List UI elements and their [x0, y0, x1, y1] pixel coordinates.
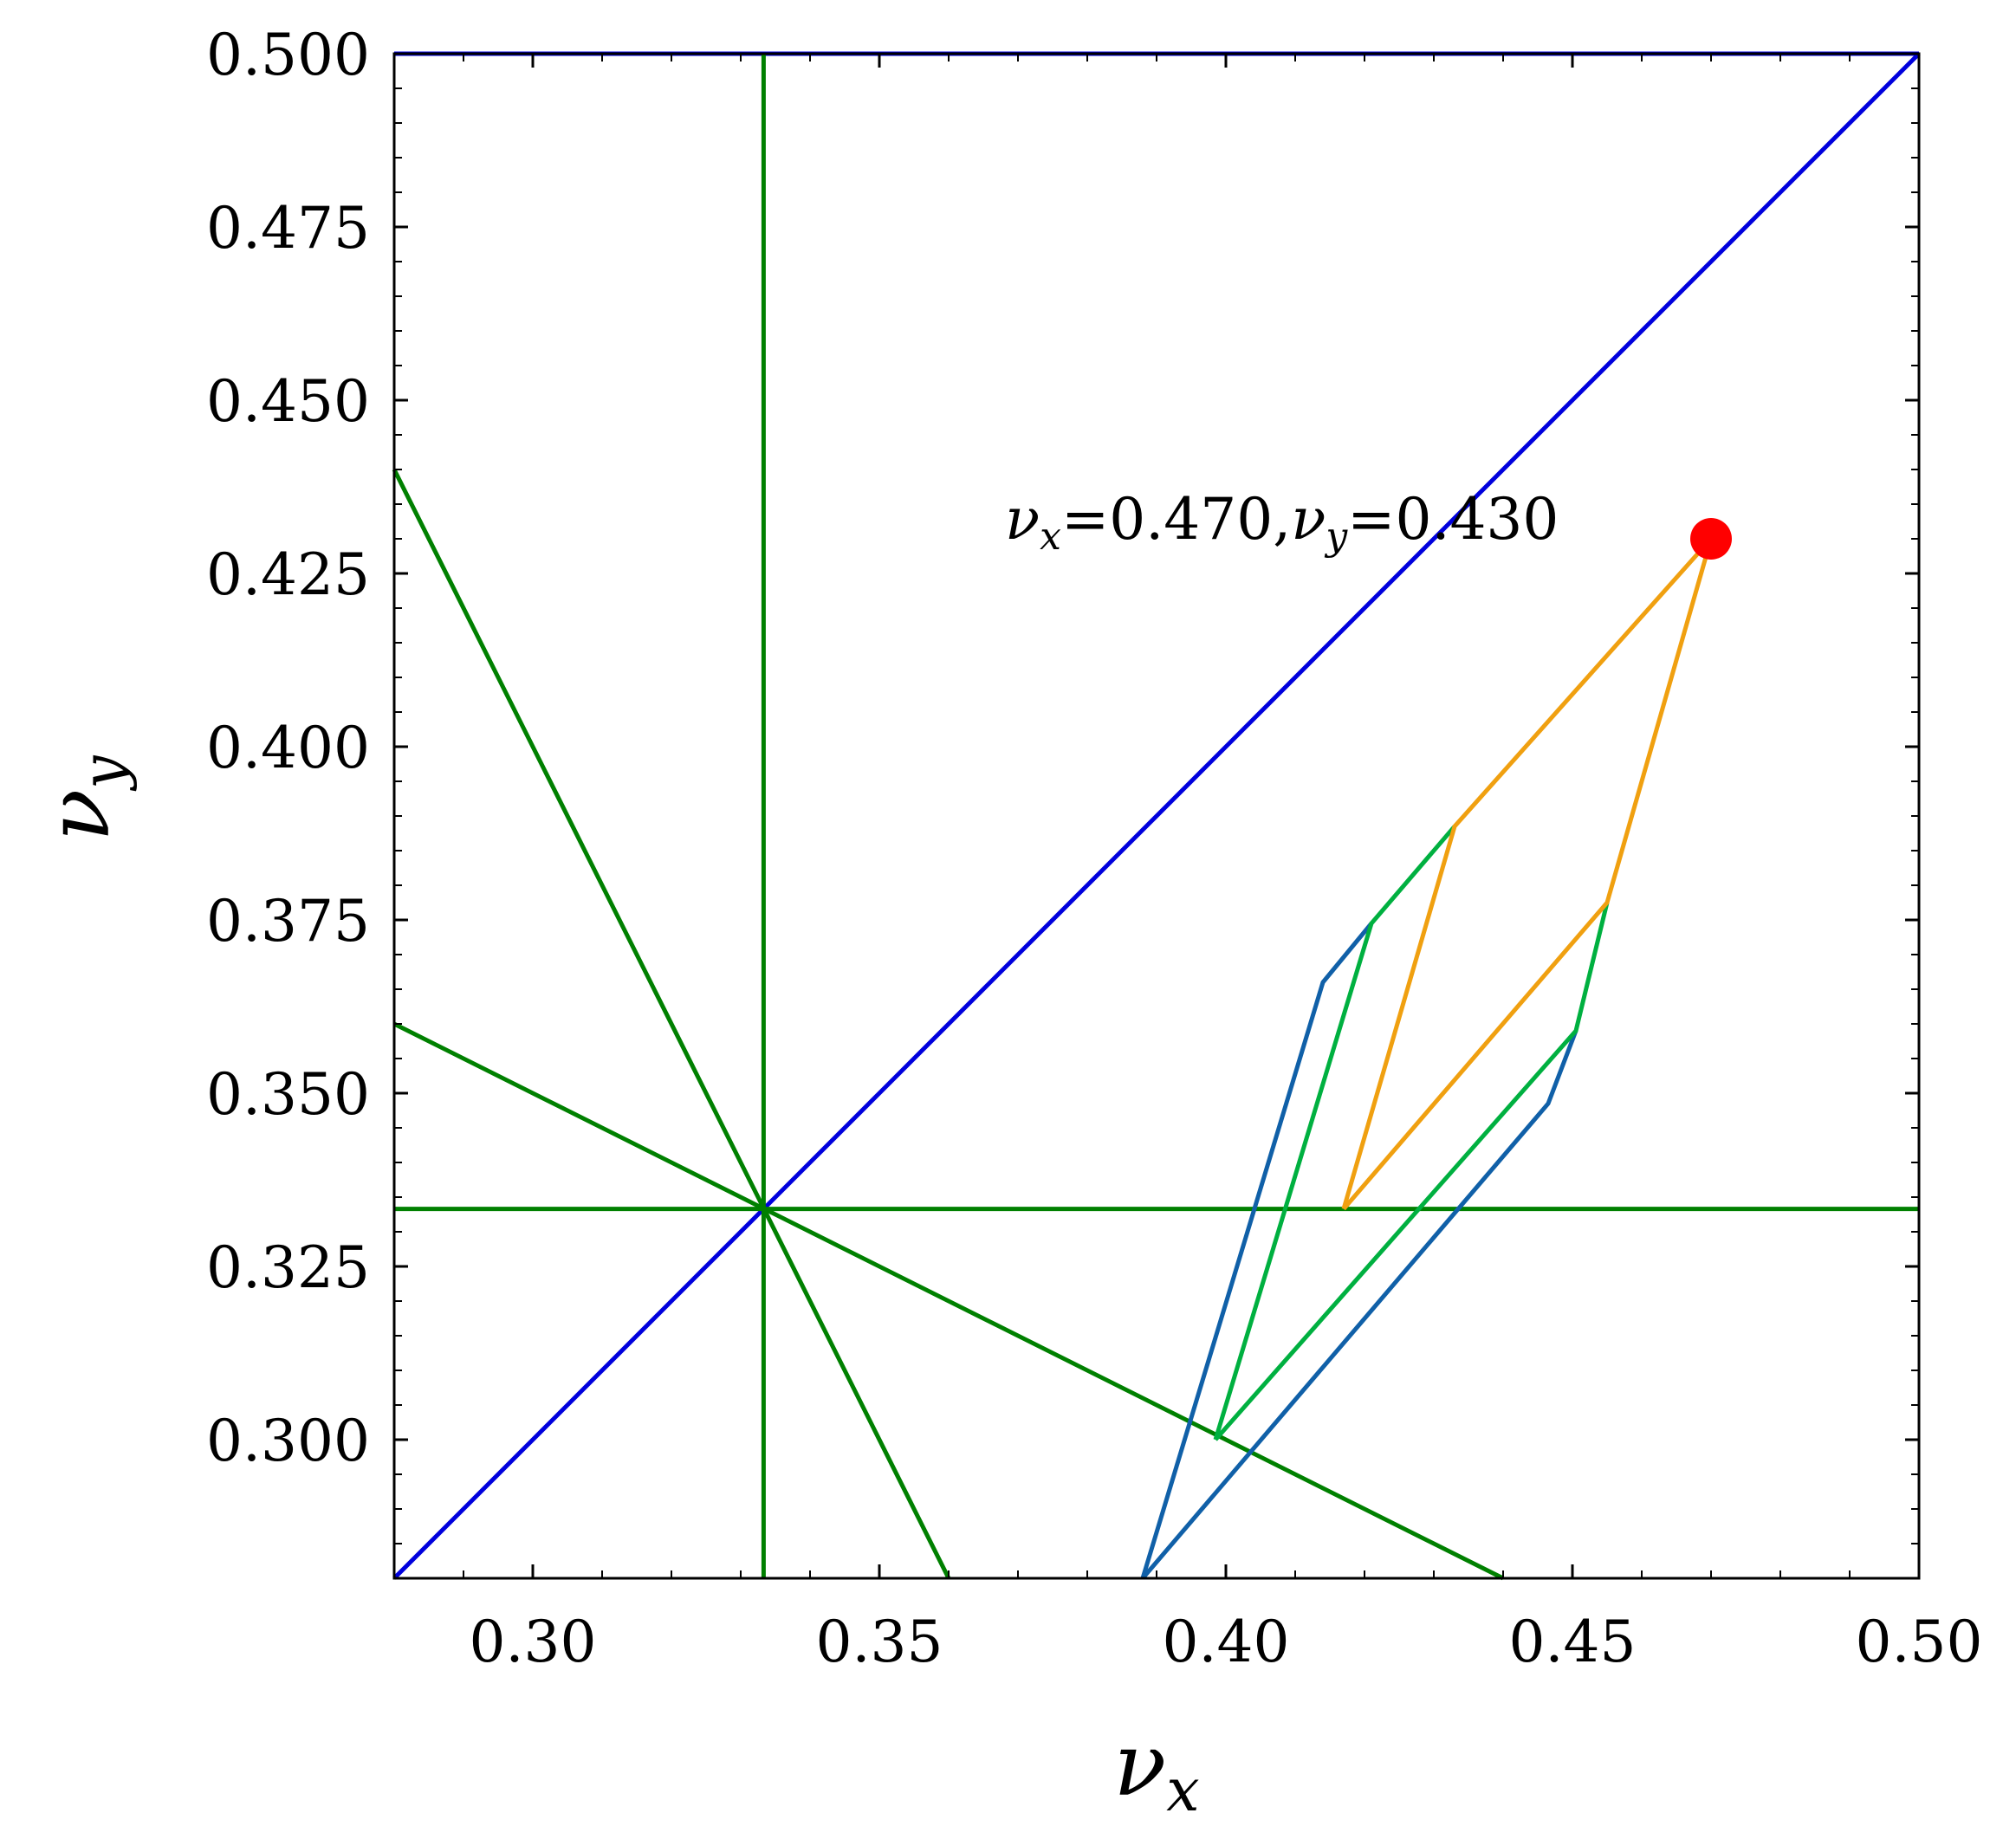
annot-nu-y: ν	[1291, 486, 1326, 553]
x-tick-label: 0.35	[816, 1609, 943, 1675]
y-tick-label: 0.450	[206, 368, 370, 435]
y-tick-label: 0.300	[206, 1408, 370, 1474]
x-axis-label: νx	[1113, 1714, 1199, 1825]
series-line-10	[1341, 537, 1713, 1210]
working-point-marker	[1690, 518, 1732, 560]
working-point-group	[1690, 518, 1732, 560]
y-tick-label: 0.475	[206, 195, 370, 262]
x-tick-label: 0.30	[470, 1609, 597, 1675]
y-tick-label: 0.350	[206, 1061, 370, 1128]
axis-ticks	[393, 52, 1921, 1579]
x-tick-label: 0.45	[1509, 1609, 1637, 1675]
x-axis-label-sub: x	[1166, 1757, 1199, 1825]
y-tick-label: 0.425	[206, 541, 370, 608]
series-lines	[392, 51, 1921, 1581]
series-line-9	[1214, 902, 1610, 1441]
series-line-7	[1141, 1030, 1578, 1580]
y-axis-label-symbol: ν	[28, 789, 129, 842]
y-axis-label-sub: y	[70, 754, 139, 792]
y-axis-label: νy	[28, 754, 139, 842]
series-line-6	[1140, 922, 1373, 1579]
x-tick-label: 0.40	[1163, 1609, 1290, 1675]
y-tick-label: 0.500	[206, 22, 370, 88]
annot-nu-x: ν	[1005, 486, 1040, 553]
annot-x-value: =0.470,	[1061, 486, 1291, 553]
annot-x-sub: x	[1040, 515, 1061, 559]
annot-y-sub: y	[1324, 515, 1348, 559]
working-point-label: νx=0.470,νy=0.430	[1005, 486, 1559, 559]
series-line-5	[392, 1021, 1505, 1581]
y-tick-label: 0.375	[206, 888, 370, 955]
x-tick-label: 0.50	[1856, 1609, 1983, 1675]
series-line-8	[1213, 825, 1456, 1441]
x-axis-label-symbol: ν	[1113, 1714, 1166, 1816]
series-line-0	[392, 52, 1921, 1580]
series-line-4	[392, 468, 951, 1580]
y-tick-label: 0.400	[206, 715, 370, 781]
tick-labels: 0.30 0.35 0.40 0.45 0.50 0.300 0.325 0.350 0.375…	[206, 22, 1982, 1675]
annot-y-value: =0.430	[1347, 486, 1559, 553]
series-line-11	[1342, 538, 1714, 1211]
y-tick-label: 0.325	[206, 1234, 370, 1301]
